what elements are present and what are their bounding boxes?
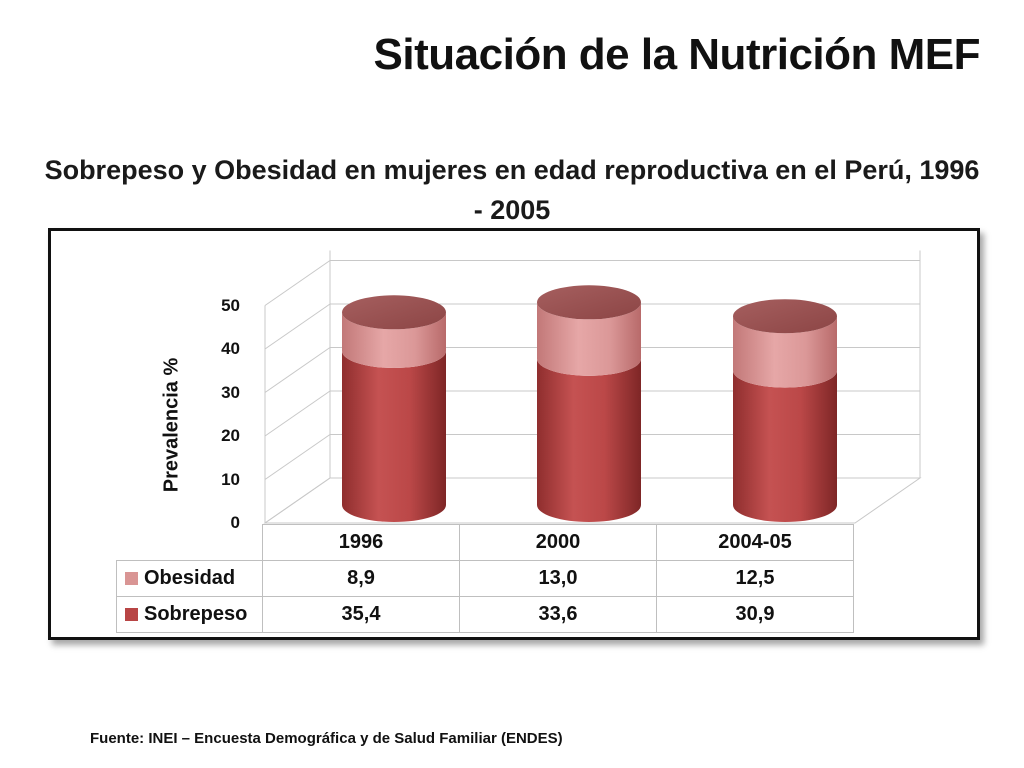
data-label: 33,6	[459, 596, 657, 633]
bar-obesidad	[733, 316, 837, 388]
y-tick-label: 50	[221, 295, 240, 315]
bar-group	[733, 299, 837, 522]
y-tick-label: 20	[221, 426, 240, 445]
bar-top-cap	[733, 299, 837, 334]
y-tick-label: 10	[221, 469, 240, 489]
y-tick-label: 0	[230, 513, 240, 532]
y-axis-label: Prevalencia %	[160, 357, 183, 493]
gridline-side	[264, 303, 331, 350]
legend-label: Sobrepeso	[144, 603, 248, 625]
data-label: 8,9	[262, 560, 460, 597]
bar-top-cap	[537, 285, 641, 320]
bar-obesidad	[537, 302, 641, 376]
bar-group	[342, 295, 446, 522]
table-header-row: 1996 2000 2004-05	[116, 524, 854, 561]
category-label: 2004-05	[656, 524, 854, 561]
data-label: 35,4	[262, 596, 460, 633]
chart-title: Sobrepeso y Obesidad en mujeres en edad …	[44, 155, 980, 225]
legend-swatch-sobrepeso	[125, 608, 138, 621]
legend-sobrepeso: Sobrepeso	[116, 596, 263, 633]
table-corner	[116, 524, 263, 561]
table-row-sobrepeso: Sobrepeso 35,4 33,6 30,9	[116, 596, 854, 633]
y-tick-label: 30	[221, 382, 240, 402]
legend-swatch-obesidad	[125, 572, 138, 585]
data-label: 12,5	[656, 560, 854, 597]
gridline-side	[264, 390, 331, 437]
slide-title: Situación de la Nutrición MEF	[373, 30, 981, 79]
bar-top-cap	[342, 295, 446, 330]
y-tick-label: 40	[221, 339, 240, 358]
gridline-side	[264, 347, 331, 393]
legend-obesidad: Obesidad	[116, 560, 263, 597]
source-note: Fuente: INEI – Encuesta Demográfica y de…	[90, 730, 563, 747]
bar-group	[537, 285, 641, 522]
data-table: 1996 2000 2004-05 Obesidad 8,9 13,0 12,5…	[116, 524, 854, 633]
data-label: 30,9	[656, 596, 854, 633]
bar-sobrepeso	[537, 358, 641, 522]
bar-obesidad	[342, 312, 446, 369]
bar-sobrepeso	[342, 351, 446, 522]
chart-floor	[263, 477, 922, 524]
category-label: 2000	[459, 524, 657, 561]
chart-bars	[342, 285, 837, 522]
table-row-obesidad: Obesidad 8,9 13,0 12,5	[116, 560, 854, 597]
legend-label: Obesidad	[144, 567, 236, 589]
gridline-side	[264, 434, 331, 480]
data-label: 13,0	[459, 560, 657, 597]
gridline-side	[264, 260, 331, 306]
category-label: 1996	[262, 524, 460, 561]
bar-sobrepeso	[733, 370, 837, 522]
